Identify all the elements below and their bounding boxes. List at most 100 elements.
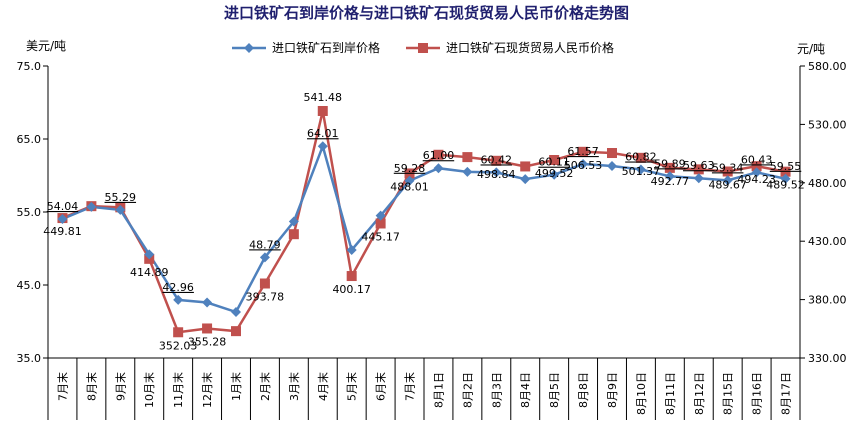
data-point-cif-price — [491, 167, 502, 178]
data-label-cif-price: 61.57 — [567, 145, 599, 158]
data-point-rmb-price — [433, 149, 444, 160]
data-point-rmb-price — [259, 278, 270, 289]
series-line-cif-price — [61, 142, 786, 314]
x-tick-label: 3月末 — [287, 372, 301, 401]
data-label-rmb-price: 352.03 — [159, 339, 198, 352]
data-point-cif-price — [404, 175, 415, 186]
data-point-cif-price — [722, 175, 733, 186]
data-label-rmb-price: 393.78 — [246, 291, 285, 304]
data-point-cif-price — [173, 294, 184, 305]
data-point-rmb-price — [693, 164, 704, 175]
data-label-rmb-price: 498.84 — [477, 168, 516, 181]
data-label-rmb-price: 506.53 — [564, 159, 603, 172]
left-axis-unit: 美元/吨 — [26, 39, 67, 53]
data-point-cif-price — [231, 307, 241, 318]
y-left-tick-label: 35.0 — [17, 352, 42, 365]
y-left-tick-label: 55.0 — [17, 206, 42, 219]
x-tick-label: 12月末 — [200, 372, 214, 408]
data-label-cif-price: 55.29 — [105, 191, 137, 204]
data-point-cif-price — [751, 167, 762, 178]
data-label-cif-price: 60.43 — [741, 153, 773, 166]
x-tick-label: 8月10日 — [635, 372, 648, 415]
data-label-rmb-price: 501.37 — [622, 165, 661, 178]
data-label-cif-price: 59.28 — [394, 162, 426, 175]
data-point-cif-price — [635, 164, 646, 175]
data-label-rmb-price: 445.17 — [361, 230, 400, 243]
y-right-tick-label: 330.00 — [808, 352, 847, 365]
y-right-tick-label: 530.00 — [808, 118, 847, 131]
data-point-rmb-price — [173, 327, 184, 338]
data-point-rmb-price — [635, 152, 646, 163]
data-point-cif-price — [346, 244, 357, 255]
x-tick-label: 8月9日 — [606, 372, 619, 408]
data-label-rmb-price: 449.81 — [43, 225, 82, 238]
data-point-rmb-price — [607, 148, 617, 159]
x-tick-label: 8月2日 — [461, 372, 474, 408]
y-left-tick-label: 75.0 — [17, 60, 42, 73]
data-label-rmb-price: 494.23 — [737, 173, 776, 186]
data-label-cif-price: 59.89 — [654, 157, 686, 170]
x-tick-label: 7月末 — [403, 372, 417, 401]
data-point-cif-price — [549, 169, 560, 180]
data-point-rmb-price — [491, 155, 502, 166]
series-line-rmb-price — [61, 110, 786, 334]
data-point-rmb-price — [751, 161, 762, 172]
data-point-cif-price — [115, 204, 126, 215]
x-tick-label: 8月15日 — [722, 372, 735, 415]
data-point-cif-price — [288, 216, 299, 227]
legend-item-rmb: 进口铁矿石现货贸易人民币价格 — [406, 39, 614, 56]
data-point-rmb-price — [664, 162, 675, 173]
data-label-rmb-price: 489.67 — [708, 179, 747, 192]
data-label-rmb-price: 355.28 — [188, 335, 227, 348]
data-label-rmb-price: 499.52 — [535, 167, 574, 180]
data-label-rmb-price: 488.01 — [390, 180, 429, 193]
data-label-rmb-price: 489.52 — [766, 179, 805, 192]
x-tick-label: 5月末 — [345, 372, 359, 401]
data-point-rmb-price — [780, 166, 791, 177]
x-tick-label: 8月16日 — [751, 372, 764, 415]
data-label-cif-price: 59.55 — [770, 160, 802, 173]
data-point-cif-price — [57, 214, 68, 225]
data-label-rmb-price: 492.77 — [651, 175, 690, 188]
x-tick-label: 4月末 — [316, 372, 330, 401]
data-point-cif-price — [375, 210, 386, 221]
data-label-cif-price: 54.04 — [47, 200, 79, 213]
legend-label-rmb: 进口铁矿石现货贸易人民币价格 — [446, 41, 615, 55]
data-point-cif-price — [607, 161, 617, 172]
legend-label-cif: 进口铁矿石到岸价格 — [272, 41, 381, 55]
y-right-tick-label: 430.00 — [808, 235, 847, 248]
legend-item-cif: 进口铁矿石到岸价格 — [232, 39, 380, 56]
x-tick-label: 8月12日 — [693, 372, 706, 415]
data-point-rmb-price — [202, 323, 213, 334]
chart-title: 进口铁矿石到岸价格与进口铁矿石现货贸易人民币价格走势图 — [223, 4, 629, 22]
y-right-tick-label: 380.00 — [808, 294, 847, 307]
data-point-cif-price — [144, 249, 155, 260]
x-tick-label: 8月17日 — [780, 372, 793, 415]
y-right-tick-label: 580.00 — [808, 60, 847, 73]
x-tick-label: 7月末 — [55, 372, 69, 401]
y-left-tick-label: 65.0 — [17, 133, 42, 146]
data-point-rmb-price — [520, 161, 531, 172]
data-point-rmb-price — [317, 105, 328, 116]
x-tick-label: 6月末 — [374, 372, 388, 401]
data-label-cif-price: 64.01 — [307, 127, 339, 140]
data-label-cif-price: 60.11 — [538, 156, 570, 169]
y-right-tick-label: 480.00 — [808, 177, 847, 190]
legend: 进口铁矿石到岸价格 进口铁矿石现货贸易人民币价格 — [232, 39, 614, 56]
x-tick-label: 8月11日 — [664, 372, 677, 415]
x-tick-label: 2月末 — [258, 372, 272, 401]
right-axis-unit: 元/吨 — [797, 42, 826, 56]
data-point-rmb-price — [404, 168, 415, 179]
data-label-cif-price: 42.96 — [162, 281, 194, 294]
data-label-cif-price: 60.82 — [625, 151, 657, 164]
data-point-rmb-price — [375, 218, 386, 229]
x-tick-label: 11月末 — [171, 372, 185, 408]
x-tick-label: 10月末 — [142, 372, 156, 408]
y-left-tick-label: 45.0 — [17, 279, 42, 292]
x-tick-label: 8月1日 — [432, 372, 445, 408]
data-point-rmb-price — [578, 146, 589, 157]
x-tick-label: 1月末 — [229, 372, 243, 401]
x-tick-label: 8月3日 — [490, 372, 503, 408]
x-tick-label: 8月5日 — [548, 372, 561, 408]
